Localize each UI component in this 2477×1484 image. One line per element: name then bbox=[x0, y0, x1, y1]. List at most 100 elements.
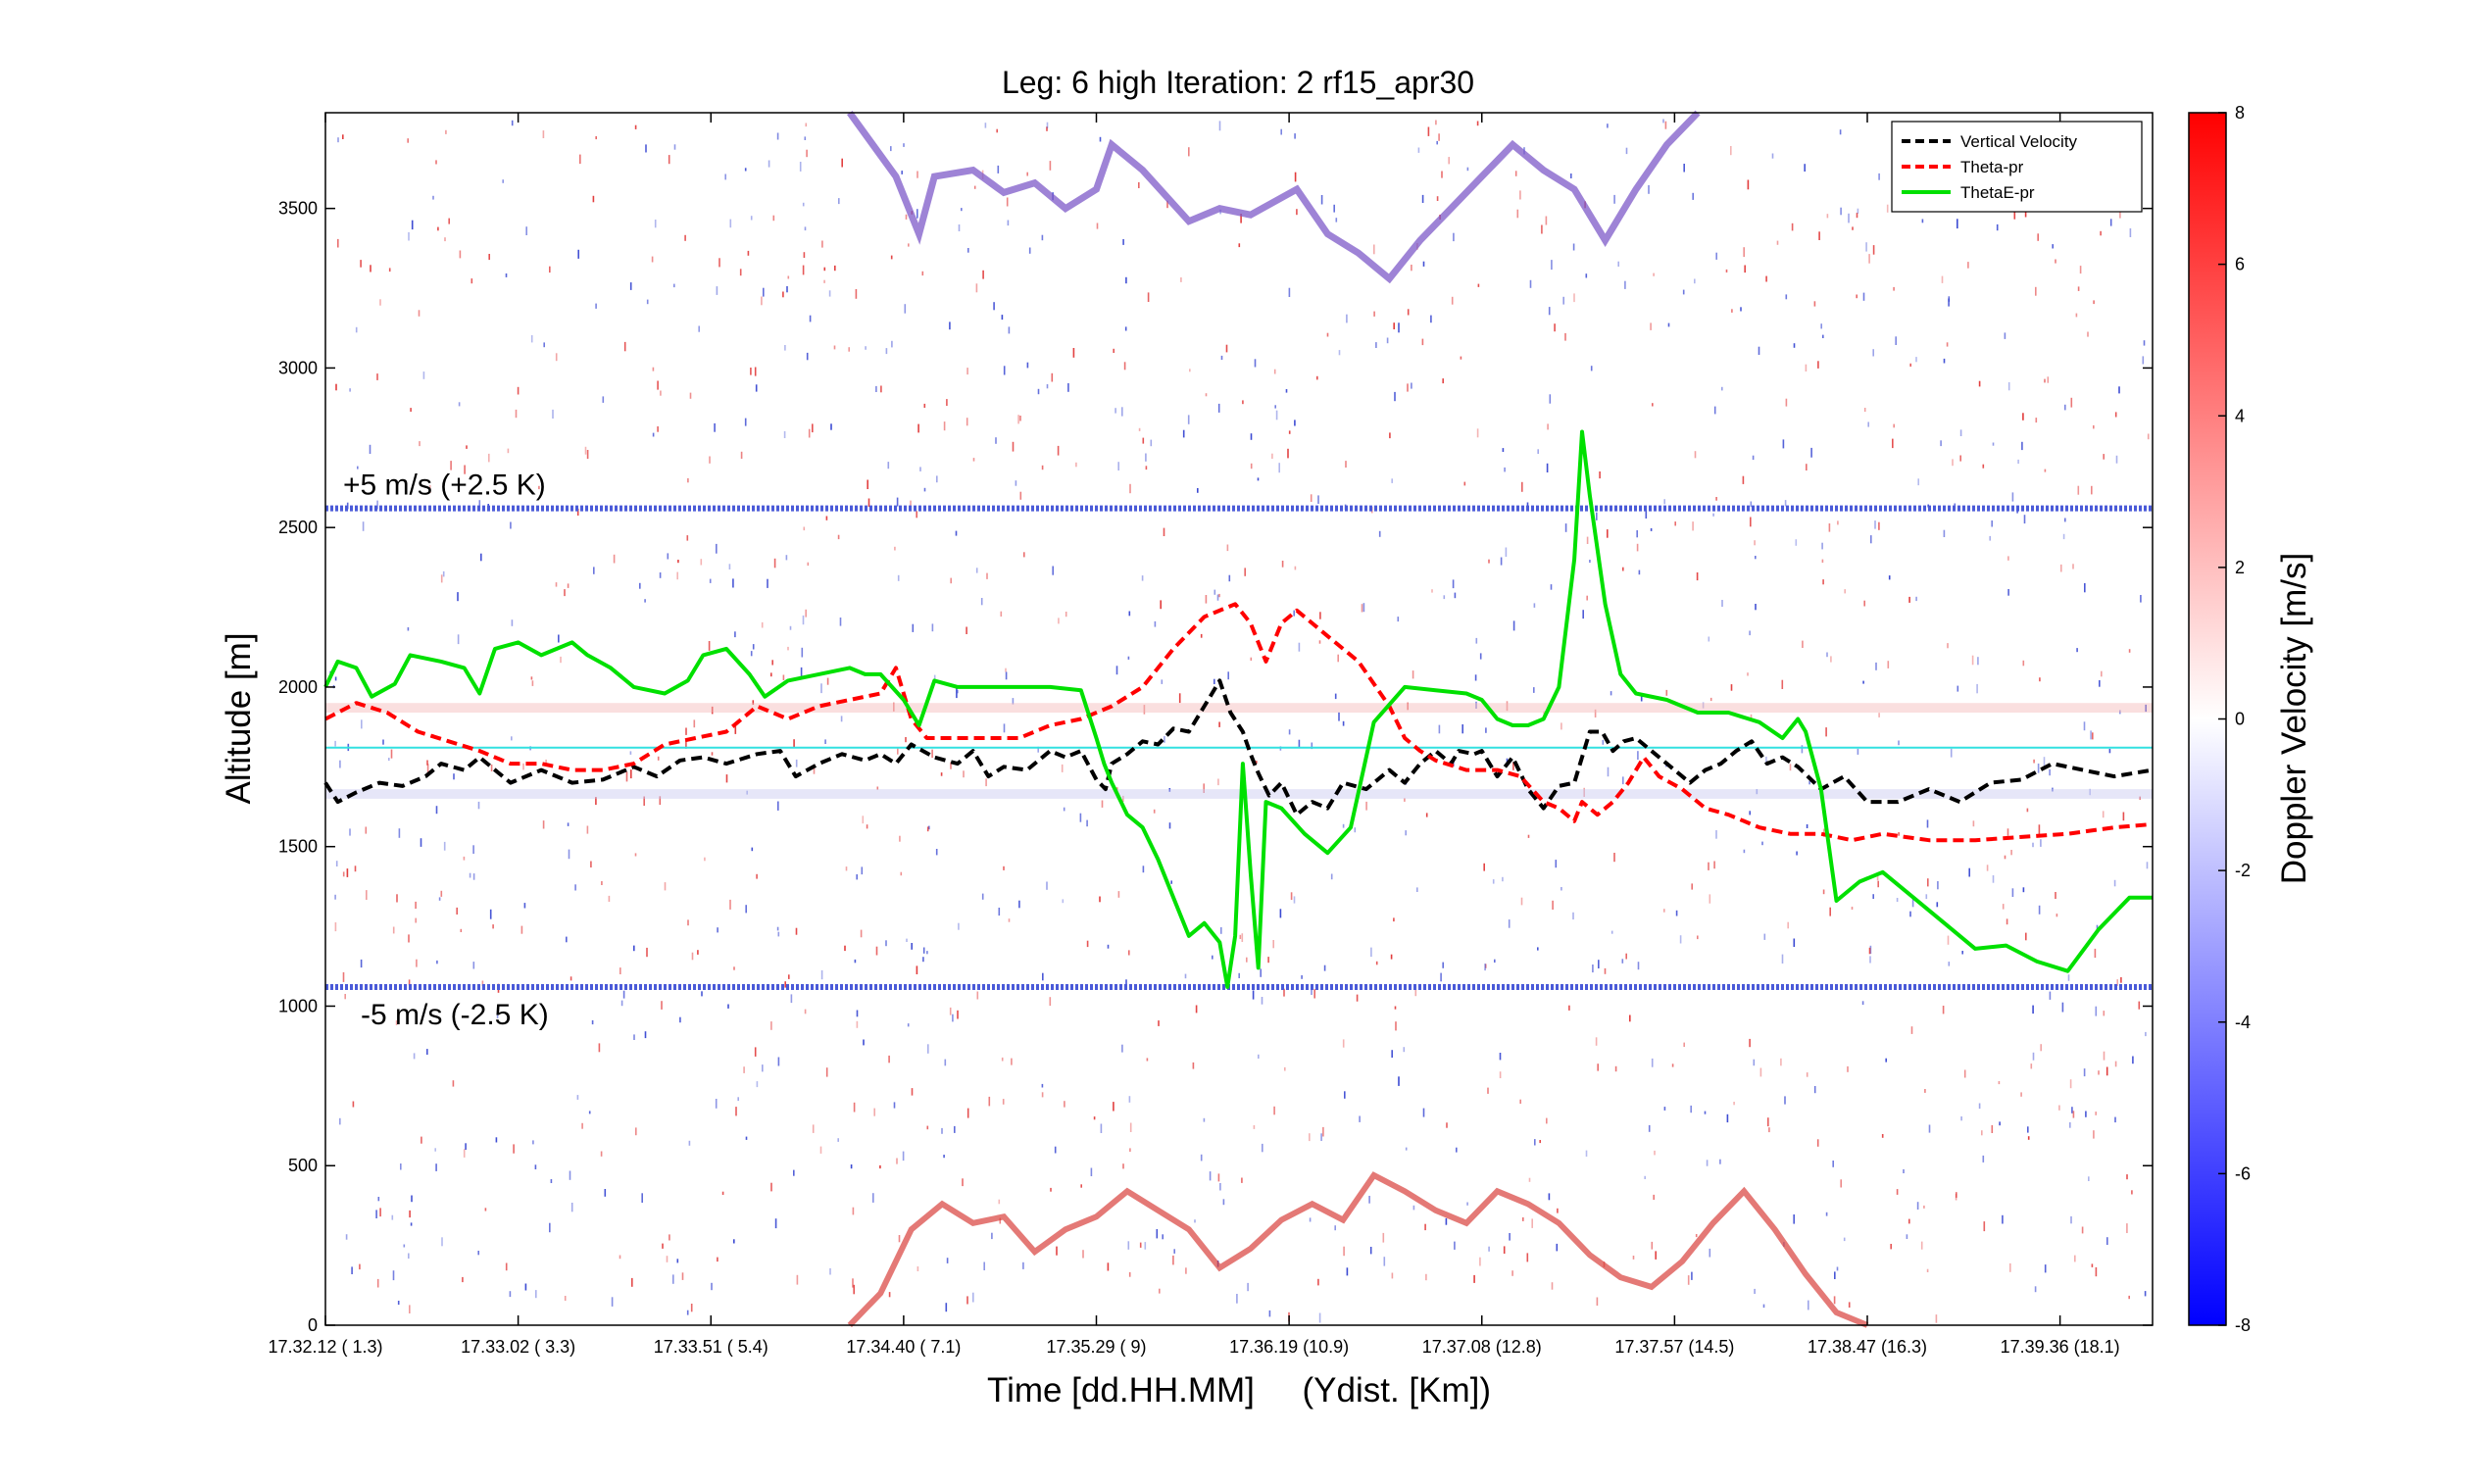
doppler-speck bbox=[345, 1234, 348, 1240]
doppler-speck bbox=[1488, 559, 1490, 564]
doppler-speck bbox=[1063, 807, 1065, 812]
doppler-speck bbox=[1976, 683, 1978, 694]
doppler-speck bbox=[1856, 294, 1858, 299]
doppler-speck bbox=[1781, 954, 1784, 964]
doppler-speck bbox=[1886, 204, 1889, 213]
doppler-speck bbox=[1218, 593, 1220, 598]
doppler-speck bbox=[1079, 813, 1082, 822]
doppler-speck bbox=[1709, 894, 1711, 904]
doppler-speck bbox=[1959, 429, 1962, 436]
doppler-speck bbox=[1125, 979, 1127, 988]
x-tick-label: 17.35.29 ( 9) bbox=[1046, 1337, 1146, 1357]
doppler-speck bbox=[1607, 767, 1610, 777]
doppler-speck bbox=[976, 991, 979, 1000]
doppler-speck bbox=[1067, 383, 1069, 392]
doppler-speck bbox=[980, 598, 983, 606]
doppler-speck bbox=[1813, 301, 1816, 307]
doppler-speck bbox=[1424, 1223, 1426, 1231]
doppler-speck bbox=[1100, 1123, 1103, 1133]
doppler-speck bbox=[1330, 873, 1333, 880]
colorbar-label: Doppler Velocity [m/s] bbox=[2275, 553, 2313, 884]
y-tick-label: 2500 bbox=[278, 518, 318, 537]
doppler-speck bbox=[2095, 1266, 2098, 1277]
doppler-speck bbox=[734, 726, 737, 734]
doppler-speck bbox=[448, 218, 450, 224]
doppler-speck bbox=[1527, 834, 1530, 838]
doppler-speck bbox=[1485, 727, 1487, 733]
doppler-speck bbox=[1499, 1071, 1502, 1078]
doppler-speck bbox=[785, 555, 788, 561]
doppler-speck bbox=[1115, 408, 1116, 414]
doppler-speck bbox=[1421, 194, 1424, 203]
doppler-speck bbox=[1821, 542, 1823, 550]
doppler-speck bbox=[752, 700, 755, 705]
doppler-speck bbox=[1692, 521, 1694, 531]
doppler-speck bbox=[1323, 965, 1326, 971]
doppler-speck bbox=[812, 1124, 815, 1133]
doppler-speck bbox=[972, 1292, 974, 1303]
doppler-speck bbox=[744, 418, 747, 426]
doppler-speck bbox=[966, 626, 967, 634]
doppler-speck bbox=[652, 367, 655, 371]
doppler-speck bbox=[375, 1210, 377, 1218]
doppler-speck bbox=[776, 132, 779, 140]
doppler-speck bbox=[664, 882, 667, 891]
doppler-speck bbox=[802, 202, 805, 207]
doppler-speck bbox=[1041, 1083, 1044, 1088]
doppler-speck bbox=[1526, 1253, 1529, 1262]
doppler-speck bbox=[397, 1301, 400, 1306]
doppler-speck bbox=[687, 477, 689, 483]
doppler-speck bbox=[1762, 1304, 1765, 1309]
doppler-speck bbox=[1159, 1288, 1161, 1294]
doppler-speck bbox=[1663, 499, 1665, 505]
doppler-speck bbox=[522, 763, 524, 770]
doppler-speck bbox=[1664, 121, 1667, 129]
doppler-speck bbox=[1561, 887, 1562, 891]
doppler-speck bbox=[2087, 331, 2089, 337]
y-tick-label: 1500 bbox=[278, 837, 318, 857]
doppler-speck bbox=[891, 340, 893, 348]
doppler-speck bbox=[1898, 832, 1900, 836]
doppler-speck bbox=[724, 173, 726, 180]
doppler-speck bbox=[2002, 904, 2005, 910]
doppler-speck bbox=[1837, 520, 1839, 525]
doppler-speck bbox=[651, 256, 654, 263]
doppler-speck bbox=[1597, 1064, 1599, 1071]
doppler-speck bbox=[1359, 1115, 1361, 1122]
doppler-speck bbox=[435, 806, 438, 815]
doppler-speck bbox=[435, 1163, 437, 1171]
doppler-speck bbox=[1405, 830, 1407, 836]
doppler-speck bbox=[1522, 1217, 1524, 1221]
doppler-speck bbox=[1585, 273, 1588, 278]
doppler-speck bbox=[2072, 1111, 2075, 1118]
doppler-speck bbox=[1594, 709, 1597, 717]
doppler-speck bbox=[398, 828, 401, 838]
doppler-speck bbox=[1573, 293, 1575, 303]
doppler-speck bbox=[1333, 204, 1335, 213]
doppler-speck bbox=[1644, 1175, 1646, 1179]
doppler-speck bbox=[1582, 610, 1584, 619]
doppler-speck bbox=[1173, 1249, 1175, 1254]
doppler-speck bbox=[1065, 612, 1067, 618]
doppler-speck bbox=[955, 530, 958, 536]
doppler-speck bbox=[613, 554, 616, 564]
doppler-speck bbox=[861, 866, 864, 875]
doppler-speck bbox=[1665, 689, 1668, 696]
doppler-speck bbox=[1556, 1243, 1559, 1252]
doppler-speck bbox=[916, 965, 918, 974]
doppler-speck bbox=[807, 562, 810, 567]
doppler-speck bbox=[1170, 880, 1172, 884]
doppler-speck bbox=[2079, 266, 2082, 274]
doppler-speck bbox=[1226, 544, 1229, 552]
doppler-speck bbox=[793, 1169, 795, 1176]
series-line-vertical-velocity bbox=[323, 678, 2154, 817]
doppler-speck bbox=[1950, 748, 1953, 758]
doppler-speck bbox=[1857, 208, 1859, 214]
doppler-speck bbox=[1613, 194, 1615, 204]
doppler-speck bbox=[2056, 914, 2058, 917]
doppler-speck bbox=[2021, 441, 2023, 451]
doppler-speck bbox=[659, 572, 662, 578]
doppler-speck bbox=[1008, 326, 1011, 334]
doppler-speck bbox=[1090, 1167, 1093, 1176]
doppler-speck bbox=[2089, 788, 2091, 796]
